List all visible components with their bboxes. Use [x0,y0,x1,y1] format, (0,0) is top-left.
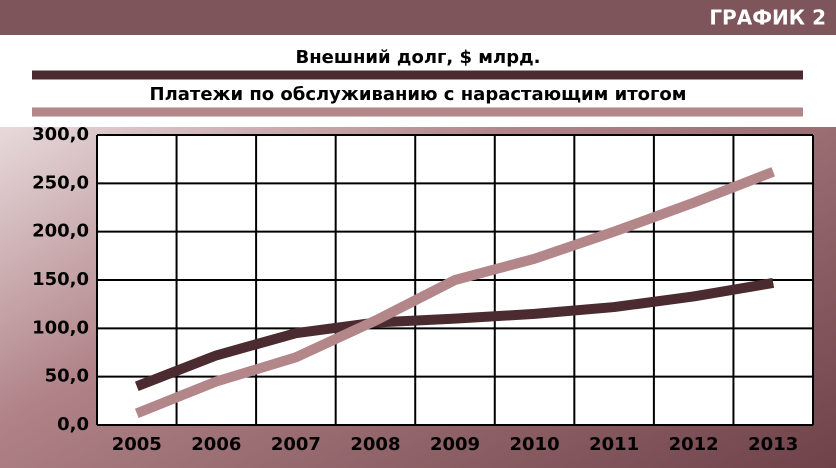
y-tick-label: 100,0 [32,317,89,338]
legend-label: Внешний долг, $ млрд. [296,47,541,68]
x-tick-label: 2013 [748,434,798,455]
x-tick-label: 2007 [271,434,321,455]
x-tick-label: 2012 [669,434,719,455]
x-tick-label: 2006 [191,434,241,455]
y-tick-label: 300,0 [32,124,89,145]
x-tick-label: 2009 [430,434,480,455]
x-tick-label: 2005 [112,434,162,455]
line-series [134,167,776,419]
x-tick-label: 2010 [510,434,560,455]
legend-label: Платежи по обслуживанию с нарастающим ит… [150,84,687,105]
chart-title: ГРАФИК 2 [709,6,826,30]
y-tick-label: 0,0 [57,414,89,435]
x-tick-label: 2011 [589,434,639,455]
y-tick-label: 250,0 [32,172,89,193]
banner [0,0,836,35]
x-tick-label: 2008 [350,434,400,455]
line-series [134,277,775,391]
y-tick-label: 50,0 [45,366,89,387]
y-tick-label: 200,0 [32,221,89,242]
y-tick-label: 150,0 [32,269,89,290]
